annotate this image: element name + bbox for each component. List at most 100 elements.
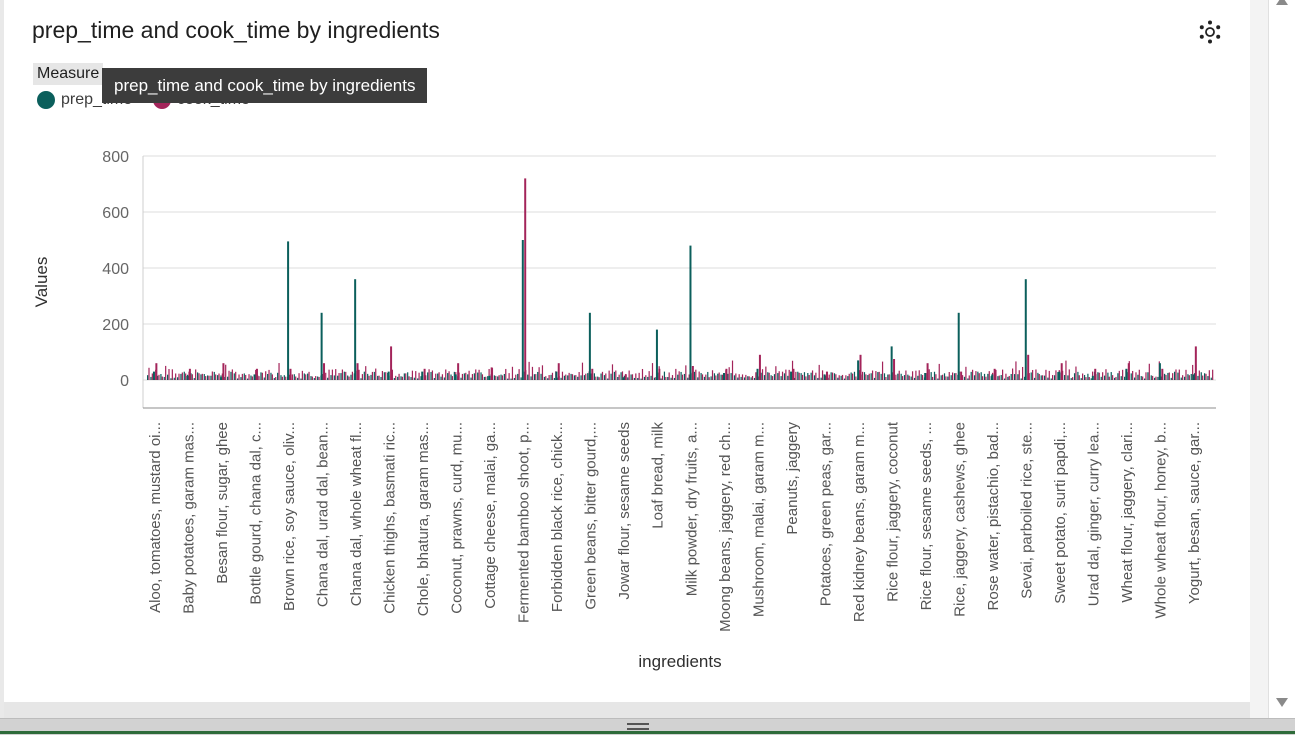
bar-cook-time-minor bbox=[868, 373, 870, 380]
bar-chart: 0 200 400 600 800 Aloo, tomatoes, mustard oi.… bbox=[32, 149, 1216, 671]
bar-prep-time-minor bbox=[467, 374, 469, 380]
bar-prep-time bbox=[186, 375, 189, 380]
bar-prep-time-minor bbox=[343, 371, 345, 380]
scroll-up-arrow-icon[interactable] bbox=[1276, 0, 1288, 5]
bar-prep-time-minor bbox=[443, 377, 445, 380]
bar-cook-time-minor bbox=[1155, 376, 1157, 380]
bar-cook-time-minor bbox=[285, 376, 287, 380]
bar-cook-time-minor bbox=[541, 365, 544, 380]
bar-cook-time-minor bbox=[1055, 370, 1057, 380]
bar-cook-time-minor bbox=[931, 376, 934, 380]
bar-prep-time-minor bbox=[630, 374, 632, 380]
bar-cook-time-minor bbox=[698, 371, 700, 380]
bar-cook-time-minor bbox=[551, 372, 554, 380]
bar-prep-time-minor bbox=[733, 375, 736, 380]
bar-prep-time-minor bbox=[557, 377, 559, 380]
bar-prep-time-minor bbox=[217, 375, 219, 380]
bar-cook-time-minor bbox=[465, 372, 467, 380]
bar-prep-time-minor bbox=[1087, 373, 1089, 380]
bar-prep-time-minor bbox=[1210, 377, 1212, 380]
bar-cook-time-minor bbox=[361, 374, 363, 380]
bar-cook-time-minor bbox=[478, 369, 480, 380]
bar-prep-time-minor bbox=[183, 371, 185, 380]
bar-cook-time-minor bbox=[1145, 372, 1147, 380]
bar-prep-time-minor bbox=[180, 373, 182, 380]
x-tick-label: Jowar flour, sesame seeds bbox=[616, 422, 633, 600]
bar-prep-time-minor bbox=[913, 377, 916, 380]
bar-cook-time-minor bbox=[278, 363, 280, 380]
bar-cook-time-minor bbox=[1148, 363, 1150, 380]
bar-prep-time-minor bbox=[493, 375, 495, 380]
bar-cook-time-minor bbox=[1198, 370, 1200, 380]
bar-cook-time-minor bbox=[415, 371, 417, 380]
bar-prep-time-minor bbox=[683, 373, 686, 380]
bar-prep-time bbox=[622, 377, 625, 380]
bar-prep-time-minor bbox=[440, 376, 442, 380]
bar-cook-time-minor bbox=[735, 373, 737, 380]
bar-prep-time-minor bbox=[593, 373, 596, 380]
bar-cook-time-minor bbox=[1182, 375, 1184, 380]
bar-cook-time-minor bbox=[515, 374, 517, 380]
bar-prep-time-minor bbox=[863, 372, 866, 380]
bar-cook-time-minor bbox=[1002, 369, 1004, 380]
bar-cook-time-minor bbox=[208, 375, 210, 380]
bar-prep-time-minor bbox=[787, 375, 789, 380]
bar-cook-time-minor bbox=[411, 370, 414, 380]
bar-prep-time-minor bbox=[227, 376, 229, 380]
bar-prep-time-minor bbox=[607, 378, 609, 380]
bar-cook-time-minor bbox=[238, 374, 240, 380]
bar-prep-time-minor bbox=[340, 373, 342, 380]
bar-cook-time-minor bbox=[505, 368, 507, 380]
bar-prep-time-minor bbox=[1100, 376, 1102, 380]
bar-cook-time-minor bbox=[1132, 370, 1134, 380]
bar-prep-time-minor bbox=[530, 376, 532, 380]
bar-cook-time-minor bbox=[831, 372, 834, 380]
bar-cook-time-minor bbox=[621, 371, 624, 380]
bar-cook-time-minor bbox=[838, 375, 840, 380]
bar-cook-time-minor bbox=[985, 376, 987, 380]
legend-title: Measure bbox=[33, 63, 104, 85]
bar-cook-time-minor bbox=[871, 370, 874, 380]
bar-prep-time bbox=[890, 346, 893, 380]
bar-prep-time-minor bbox=[970, 371, 972, 380]
bar-prep-time bbox=[756, 368, 759, 380]
bar-cook-time-minor bbox=[498, 375, 500, 380]
bar-cook-time-minor bbox=[841, 374, 844, 380]
x-tick-label: Wheat flour, jaggery, clari... bbox=[1119, 422, 1136, 603]
bar-prep-time-minor bbox=[307, 373, 309, 380]
bar-prep-time bbox=[421, 371, 424, 380]
bar-prep-time bbox=[655, 329, 658, 380]
bar-cook-time-minor bbox=[721, 374, 724, 380]
bar-prep-time-minor bbox=[213, 371, 215, 380]
bar-cook-time bbox=[758, 354, 761, 380]
bar-prep-time-minor bbox=[980, 372, 982, 380]
bar-cook-time-minor bbox=[828, 374, 830, 380]
scroll-down-arrow-icon[interactable] bbox=[1276, 698, 1288, 707]
bar-prep-time-minor bbox=[237, 378, 239, 380]
bar-prep-time-minor bbox=[1107, 372, 1109, 380]
bar-prep-time bbox=[1192, 374, 1195, 380]
bar-prep-time-minor bbox=[807, 373, 809, 380]
bar-cook-time-minor bbox=[438, 372, 440, 380]
bar-prep-time-minor bbox=[687, 377, 689, 380]
bar-prep-time-minor bbox=[367, 373, 369, 380]
bar-cook-time-minor bbox=[518, 369, 520, 380]
bar-cook-time-minor bbox=[1088, 377, 1090, 380]
focus-mode-icon[interactable] bbox=[1197, 19, 1223, 45]
bar-cook-time-minor bbox=[665, 376, 667, 380]
bottom-resize-bar[interactable] bbox=[0, 718, 1295, 735]
bar-cook-time-minor bbox=[428, 369, 430, 380]
x-tick-label: Yogurt, besan, sauce, gar... bbox=[1186, 422, 1203, 604]
bar-prep-time bbox=[790, 371, 793, 380]
bar-prep-time-minor bbox=[837, 377, 839, 380]
bar-prep-time-minor bbox=[853, 371, 856, 380]
bar-cook-time-minor bbox=[641, 368, 644, 380]
bar-cook-time-minor bbox=[671, 375, 674, 380]
x-tick-label: Chana dal, urad dal, bean... bbox=[314, 422, 331, 607]
vertical-scrollbar[interactable] bbox=[1268, 0, 1295, 718]
bar-prep-time-minor bbox=[177, 377, 179, 380]
bar-prep-time bbox=[689, 245, 692, 380]
bar-prep-time-minor bbox=[1040, 375, 1042, 380]
resize-grip-icon[interactable] bbox=[627, 723, 649, 730]
bar-prep-time-minor bbox=[600, 373, 602, 380]
